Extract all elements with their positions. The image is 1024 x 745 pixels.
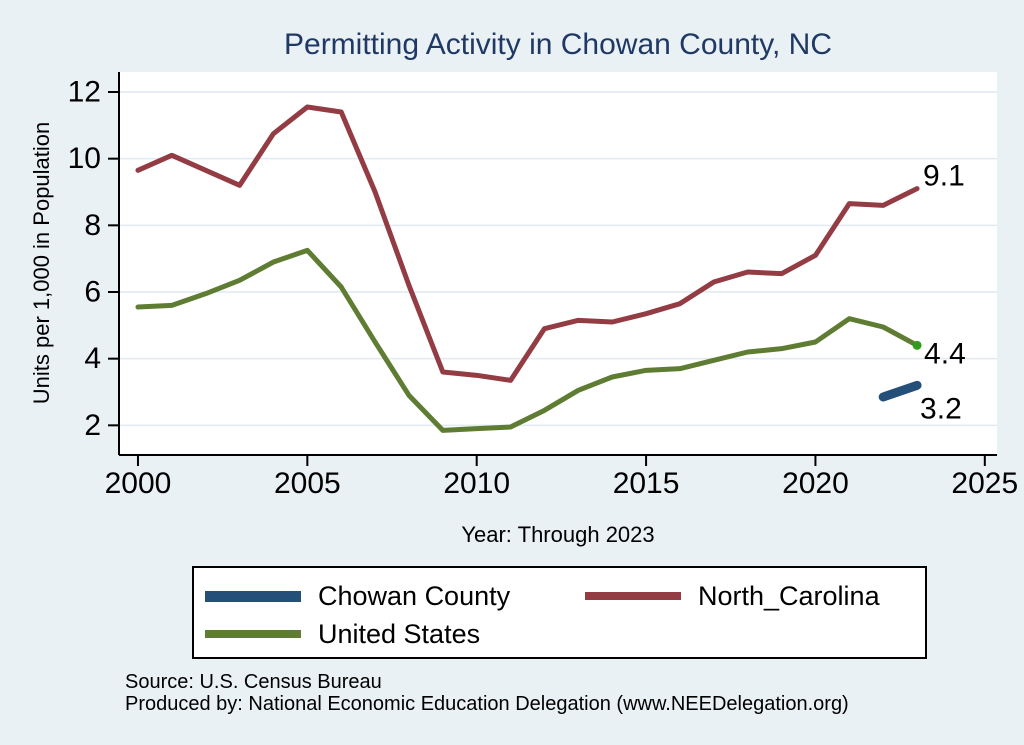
legend-swatch-chowan-county [205, 590, 301, 602]
y-tick-label: 2 [84, 409, 101, 442]
line-united-states [135, 247, 920, 433]
x-tick-label: 2025 [951, 467, 1018, 500]
legend-label-north-carolina: North_Carolina [698, 580, 880, 611]
plot-background [119, 72, 997, 455]
chart-title: Permitting Activity in Chowan County, NC [284, 28, 832, 61]
legend: Chowan County North_Carolina United Stat… [192, 566, 927, 659]
legend-label-chowan-county: Chowan County [318, 580, 511, 611]
x-tick-label: 2005 [274, 467, 341, 500]
y-tick-label: 4 [84, 342, 101, 375]
end-label-chowan-county: 3.2 [920, 392, 962, 425]
source-note: Source: U.S. Census Bureau Produced by: … [125, 671, 849, 715]
legend-item-united-states: United States [205, 616, 480, 652]
legend-label-united-states: United States [318, 618, 481, 649]
legend-item-chowan-county: Chowan County [205, 578, 510, 614]
producer-line: Produced by: National Economic Education… [125, 693, 849, 715]
line-north-carolina [135, 104, 920, 383]
end-label-north-carolina: 9.1 [923, 160, 965, 193]
x-tick-label: 2020 [782, 467, 849, 500]
y-tick-label: 12 [68, 76, 101, 109]
x-tick-label: 2010 [443, 467, 510, 500]
end-marker-dot [912, 340, 922, 350]
legend-item-north-carolina: North_Carolina [585, 578, 880, 614]
x-axis-title: Year: Through 2023 [461, 522, 655, 547]
end-label-united-states: 4.4 [924, 337, 966, 370]
source-line: Source: U.S. Census Bureau [125, 671, 382, 693]
line-chowan-county [878, 380, 922, 402]
legend-swatch-north-carolina [585, 592, 681, 600]
x-tick-label: 2015 [613, 467, 680, 500]
x-tick-label: 2000 [105, 467, 172, 500]
y-tick-label: 8 [84, 209, 101, 242]
y-tick-label: 6 [84, 276, 101, 309]
legend-swatch-united-states [205, 630, 301, 638]
y-tick-label: 10 [68, 142, 101, 175]
plot-area: 2 4 6 8 10 12 2000 2005 2010 2015 2020 2025 9.1 4.4 3.… [68, 72, 1018, 500]
